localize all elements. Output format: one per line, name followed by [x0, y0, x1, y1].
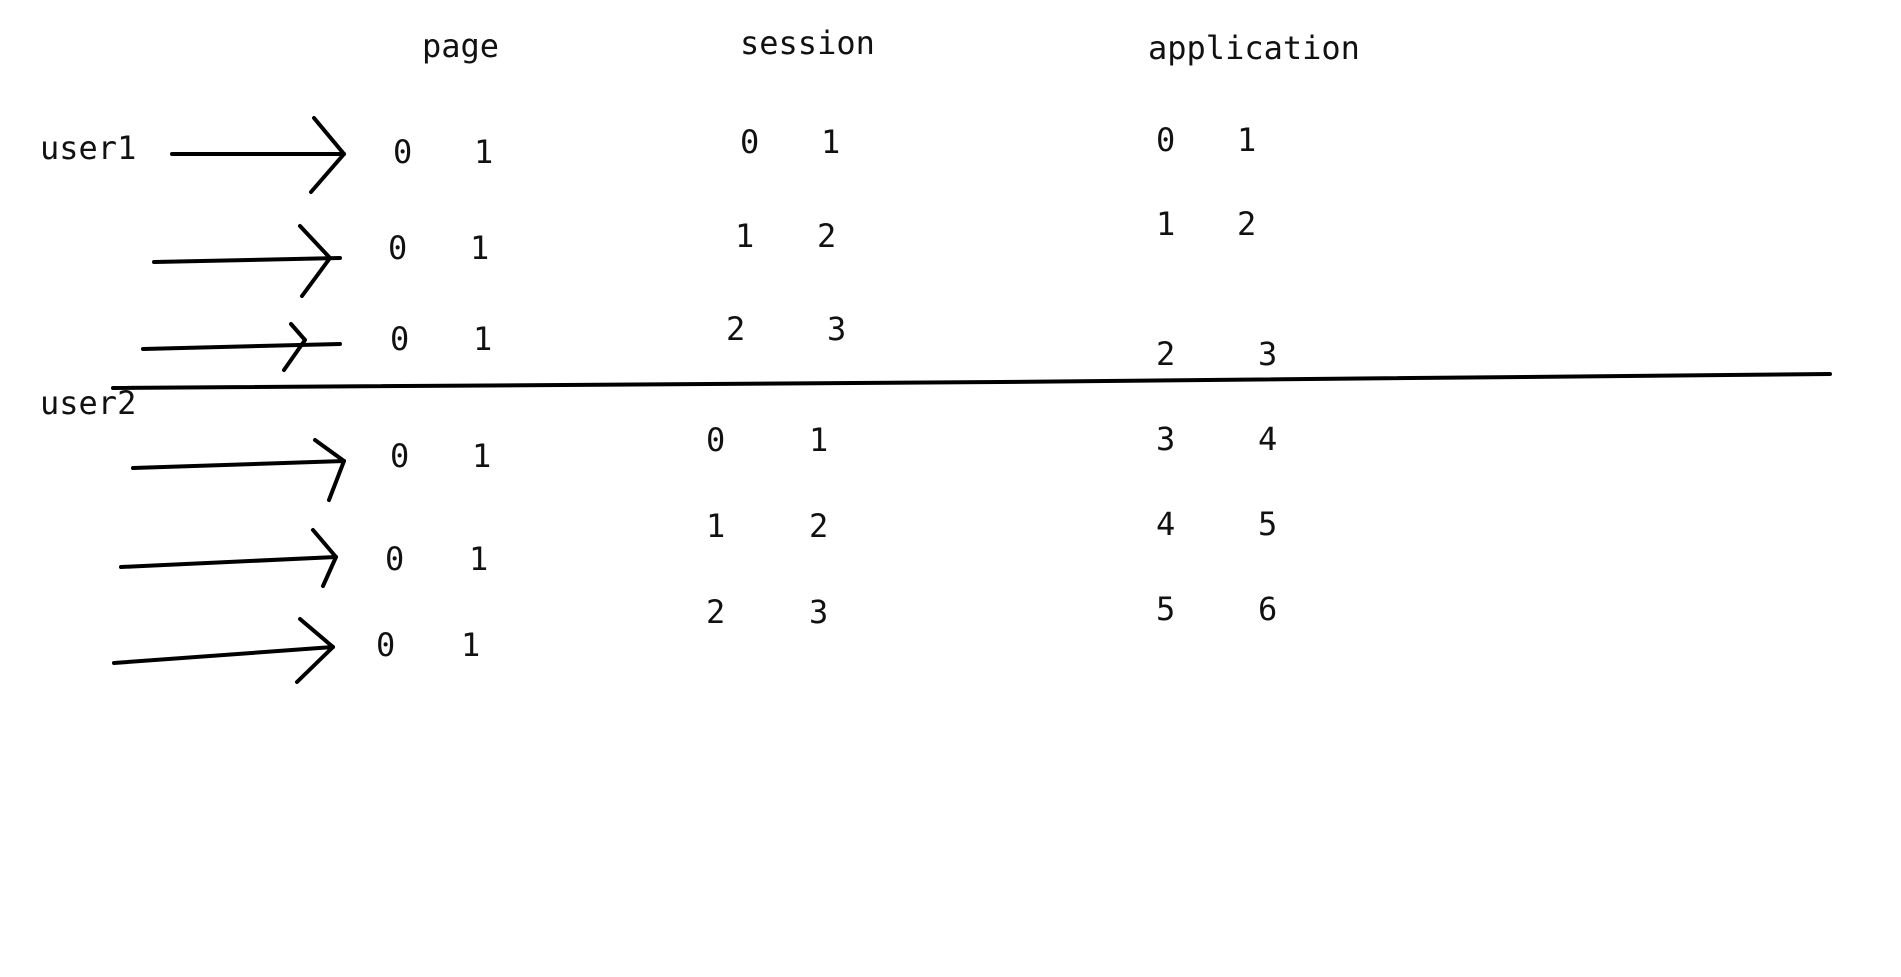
application-value: 3 [1258, 335, 1277, 373]
application-value: 0 [1156, 121, 1175, 159]
application-value: 4 [1156, 505, 1175, 543]
header-session: session [740, 24, 875, 62]
application-value: 2 [1237, 205, 1256, 243]
page-value: 0 [385, 540, 404, 578]
session-value: 2 [817, 217, 836, 255]
session-value: 1 [821, 123, 840, 161]
request-arrow [170, 116, 346, 194]
application-value: 1 [1156, 205, 1175, 243]
application-value: 1 [1237, 121, 1256, 159]
page-value: 0 [390, 437, 409, 475]
application-value: 2 [1156, 335, 1175, 373]
page-value: 0 [390, 320, 409, 358]
request-arrow [131, 438, 346, 502]
page-value: 1 [461, 626, 480, 664]
session-value: 2 [706, 593, 725, 631]
request-arrow [119, 528, 338, 588]
page-value: 0 [376, 626, 395, 664]
session-value: 3 [827, 310, 846, 348]
page-value: 1 [472, 437, 491, 475]
application-value: 5 [1258, 505, 1277, 543]
session-value: 1 [809, 421, 828, 459]
page-value: 1 [474, 133, 493, 171]
page-value: 1 [470, 229, 489, 267]
application-value: 4 [1258, 420, 1277, 458]
page-value: 0 [393, 133, 412, 171]
user1-label: user1 [40, 129, 136, 167]
application-value: 6 [1258, 590, 1277, 628]
application-value: 3 [1156, 420, 1175, 458]
page-value: 1 [473, 320, 492, 358]
application-value: 5 [1156, 590, 1175, 628]
request-arrow [152, 224, 342, 298]
session-value: 1 [735, 217, 754, 255]
session-value: 0 [706, 421, 725, 459]
value-grid: 0 1 0 1 0 1 0 1 1 2 1 2 0 1 2 3 2 3 0 1 0 1 3 4 0 1 1 2 4 5 0 1 2 3 5 6 [376, 121, 1277, 664]
page-value: 0 [388, 229, 407, 267]
header-page: page [422, 27, 499, 65]
session-value: 0 [740, 123, 759, 161]
request-arrow [112, 617, 335, 684]
session-value: 1 [706, 507, 725, 545]
request-arrow [141, 322, 342, 372]
session-value: 3 [809, 593, 828, 631]
user2-label: user2 [40, 384, 136, 422]
header-application: application [1148, 29, 1360, 67]
session-value: 2 [726, 310, 745, 348]
page-value: 1 [469, 540, 488, 578]
user-divider-line [111, 372, 1832, 390]
session-value: 2 [809, 507, 828, 545]
